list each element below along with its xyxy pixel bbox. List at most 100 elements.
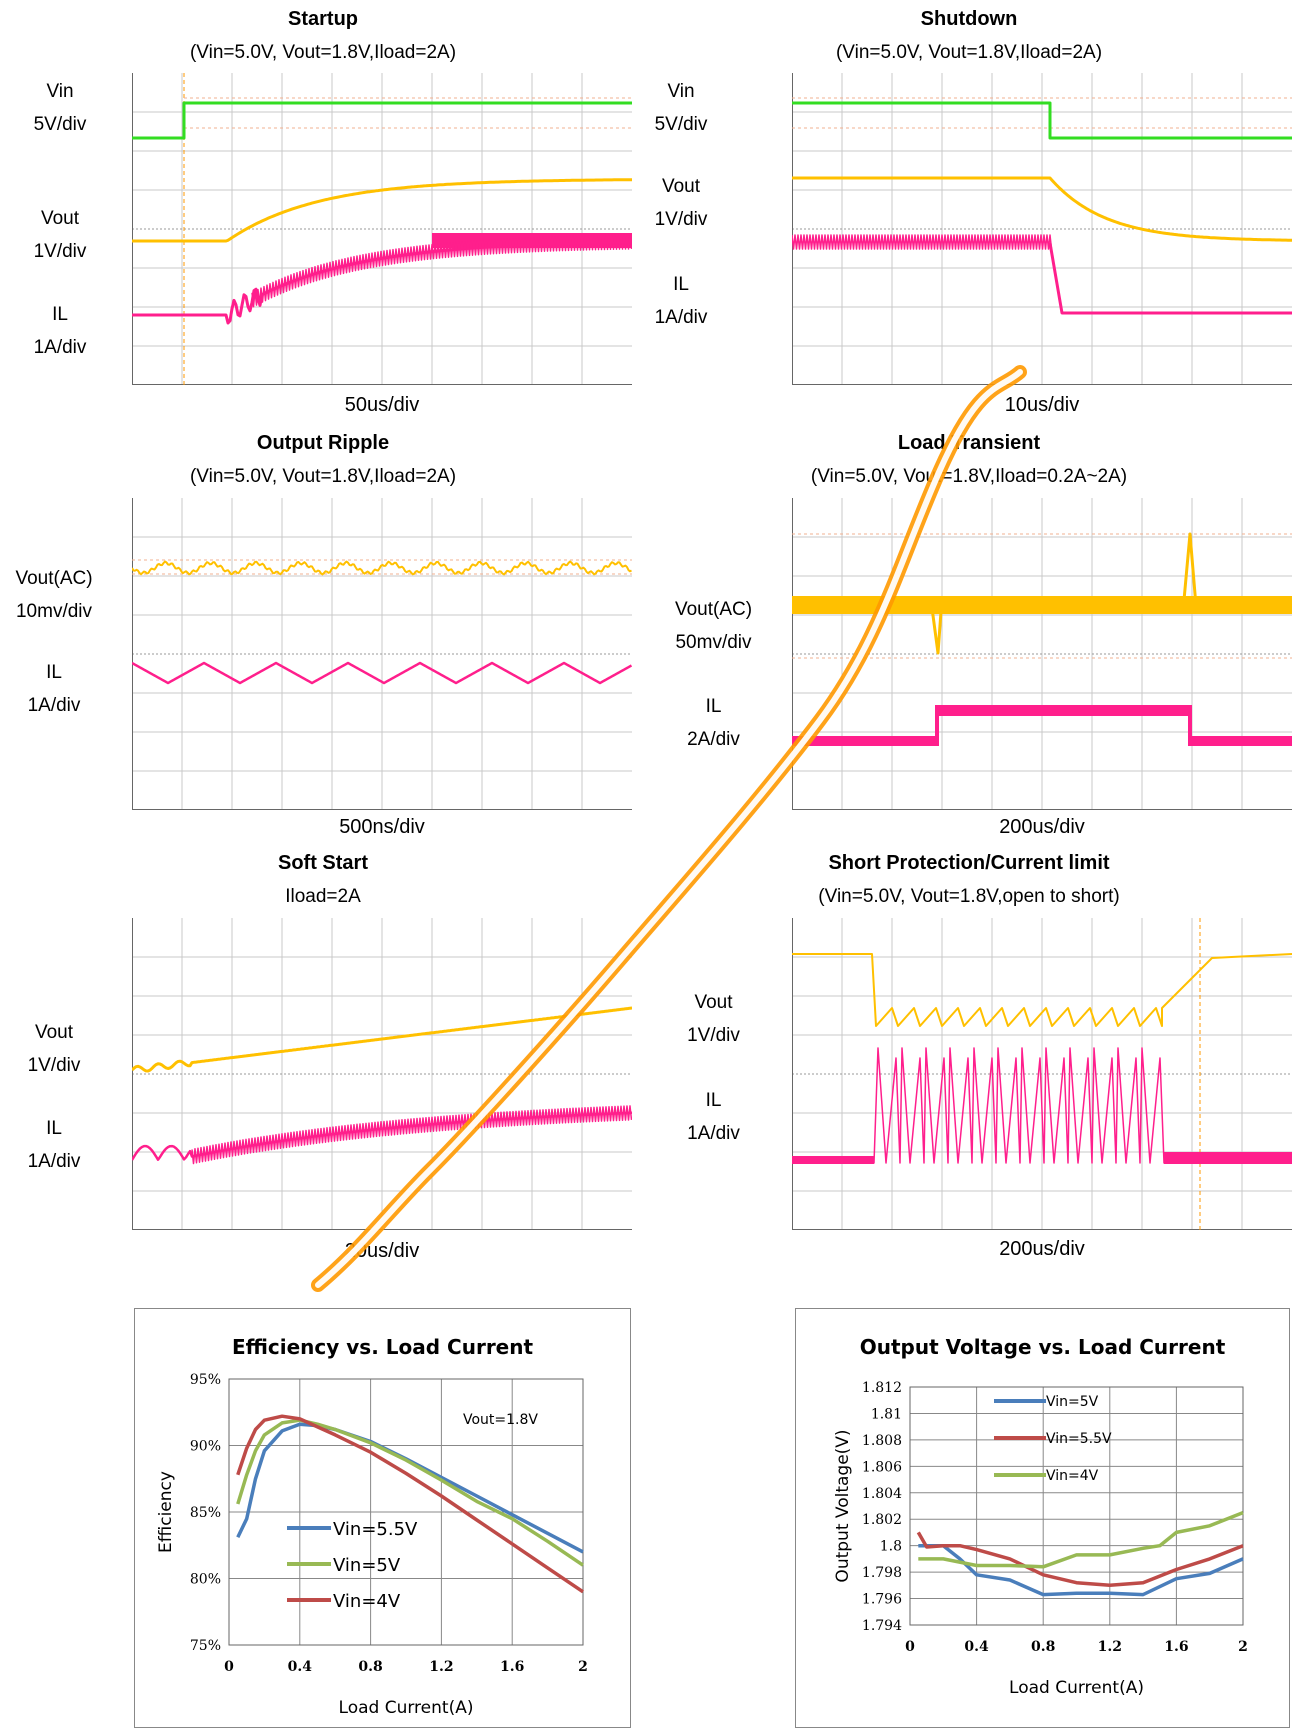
vin-trace: [792, 101, 1292, 140]
y-tick-label: 85%: [190, 1505, 221, 1521]
output-voltage-chart: Output Voltage vs. Load Current 1.794 1.7…: [795, 1308, 1290, 1728]
vin-trace: [132, 101, 632, 140]
y-tick-label: 1.796: [862, 1592, 902, 1608]
x-tick-label: 0.8: [358, 1659, 382, 1675]
efficiency-chart: Efficiency vs. Load Current 75% 80% 85% 90%…: [134, 1308, 631, 1728]
channel-label: IL 1A/div: [654, 274, 708, 328]
il-ripple: [792, 234, 1053, 250]
channel-label: Vout 1V/div: [687, 992, 740, 1046]
scope-screen: [792, 918, 1292, 1230]
y-tick-label: 80%: [190, 1572, 221, 1588]
y-tick-label: 90%: [190, 1439, 221, 1455]
series-line: [918, 1543, 1244, 1597]
y-tick-label: 1.798: [862, 1565, 902, 1581]
scope-screen: [132, 73, 632, 385]
legend-label: Vin=4V: [333, 1591, 401, 1612]
scope-softstart: Soft Start Iload=2A Vout 1V/div IL 1A/div …: [0, 848, 646, 1278]
scope-short: Short Protection/Current limit (Vin=5.0V…: [646, 848, 1292, 1278]
channel-label: IL 1A/div: [27, 1118, 81, 1172]
scope-ripple: Output Ripple (Vin=5.0V, Vout=1.8V,Iload…: [0, 428, 646, 848]
scope-title: Shutdown: [920, 8, 1018, 30]
il-trace: [1048, 242, 1292, 315]
y-tick-label: 1.8: [880, 1539, 902, 1555]
legend-label: Vin=5V: [333, 1555, 401, 1576]
legend-label: Vin=4V: [1046, 1468, 1099, 1484]
time-division: 10us/div: [1004, 394, 1080, 416]
x-tick-label: 2: [1238, 1639, 1248, 1655]
scope-title: Soft Start: [278, 852, 368, 874]
scope-condition: (Vin=5.0V, Vout=1.8V,Iload=2A): [189, 42, 457, 63]
scope-screen: [132, 498, 632, 810]
y-tick-label: 95%: [190, 1372, 221, 1388]
channel-label: Vout 1V/div: [27, 1022, 81, 1076]
chart-title: Efficiency vs. Load Current: [231, 1335, 534, 1359]
time-division: 50us/div: [344, 394, 420, 416]
channel-label: Vout 1V/div: [33, 208, 87, 262]
vout-trace: [792, 176, 1292, 242]
time-division: 200us/div: [999, 816, 1085, 838]
scope-condition: Iload=2A: [285, 886, 361, 907]
channel-label: Vout(AC) 10mv/div: [15, 568, 93, 622]
il-band-low: [792, 1156, 874, 1164]
series-line: [236, 1414, 584, 1594]
series-line: [916, 1531, 1244, 1588]
scope-screen: [792, 73, 1292, 385]
series-line: [236, 1418, 584, 1567]
scope-title: Startup: [288, 8, 358, 30]
y-tick-label: 1.794: [862, 1618, 902, 1634]
legend-label: Vin=5.5V: [333, 1519, 418, 1540]
y-tick-label: 1.81: [871, 1406, 902, 1422]
scope-title: Output Ripple: [256, 432, 390, 454]
scope-condition: (Vin=5.0V, Vout=1.8V,open to short): [818, 886, 1120, 907]
scope-condition: (Vin=5.0V, Vout=1.8V,Iload=0.2A~2A): [810, 466, 1128, 487]
il-band-low: [1164, 1152, 1292, 1164]
efficiency-plot: 75% 80% 85% 90% 95% 0 0.4 0.8 1.2 1.6 2 Load Curren…: [156, 1372, 588, 1718]
x-tick-label: 1.2: [429, 1659, 453, 1675]
y-tick-label: 1.804: [862, 1486, 902, 1502]
time-division: 500ns/div: [339, 816, 425, 838]
y-tick-label: 1.808: [862, 1433, 902, 1449]
channel-label: Vout(AC) 50mv/div: [674, 599, 753, 653]
plot-area: [228, 1378, 584, 1646]
x-tick-label: 0.8: [1031, 1639, 1055, 1655]
vout-band: [792, 596, 1292, 614]
channel-label: IL 1A/div: [33, 304, 87, 358]
time-division: 20us/div: [344, 1240, 420, 1262]
vout-trace: [132, 178, 632, 243]
il-ripple: [251, 234, 632, 308]
channel-label: IL 2A/div: [687, 696, 740, 750]
y-axis-label: Efficiency: [156, 1471, 176, 1553]
il-band-low: [1190, 736, 1292, 746]
scope-condition: (Vin=5.0V, Vout=1.8V,Iload=2A): [835, 42, 1103, 63]
scope-transient: Load Transient (Vin=5.0V, Vout=1.8V,Iloa…: [646, 428, 1292, 848]
legend-label: Vin=5.5V: [1046, 1431, 1112, 1447]
scope-screen: [792, 498, 1292, 810]
annotation: Vout=1.8V: [463, 1412, 538, 1428]
scope-title: Load Transient: [897, 432, 1041, 454]
scope-startup: Startup (Vin=5.0V, Vout=1.8V,Iload=2A) V…: [0, 0, 646, 430]
channel-label: Vout 1V/div: [654, 176, 708, 230]
series-line: [918, 1510, 1244, 1569]
il-step-up: [935, 705, 939, 746]
x-axis-label: Load Current(A): [1009, 1678, 1144, 1698]
y-tick-label: 1.812: [862, 1380, 902, 1396]
channel-label: Vin 5V/div: [654, 81, 708, 135]
x-tick-label: 0.4: [288, 1659, 313, 1675]
il-step-down: [1188, 705, 1192, 746]
channel-label: IL 1A/div: [687, 1090, 740, 1144]
plot-area: [909, 1386, 1244, 1626]
x-tick-label: 1.6: [1164, 1639, 1188, 1655]
output-voltage-plot: 1.794 1.796 1.798 1.8 1.802 1.804 1.806 1.808 1.…: [833, 1380, 1248, 1698]
il-band-high: [938, 705, 1190, 716]
time-division: 200us/div: [999, 1238, 1085, 1260]
x-tick-label: 1.6: [500, 1659, 524, 1675]
scope-title: Short Protection/Current limit: [828, 852, 1110, 874]
y-tick-label: 1.802: [862, 1512, 902, 1528]
scope-screen: [132, 918, 632, 1230]
vout-overshoot: [1182, 532, 1213, 612]
scope-condition: (Vin=5.0V, Vout=1.8V,Iload=2A): [189, 466, 457, 487]
y-tick-label: 75%: [190, 1638, 221, 1654]
x-tick-label: 1.2: [1098, 1639, 1122, 1655]
legend-label: Vin=5V: [1046, 1394, 1099, 1410]
il-band-low: [792, 736, 938, 746]
